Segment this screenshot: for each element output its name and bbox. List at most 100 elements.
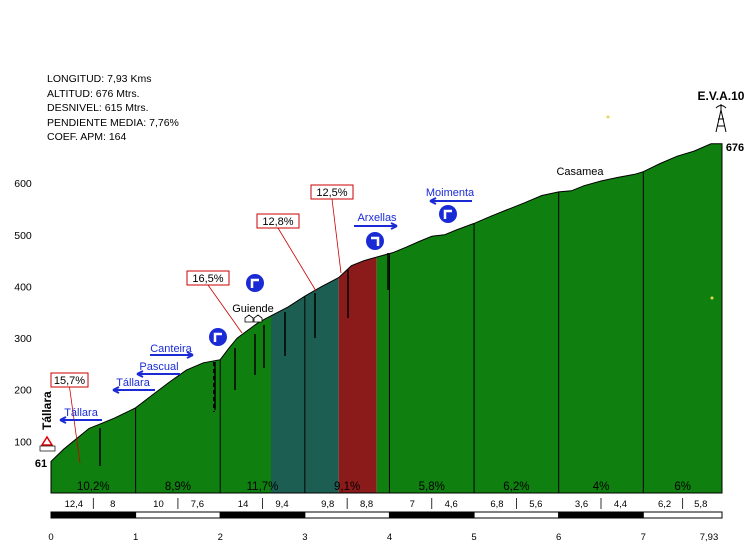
climb-stats: LONGITUD: 7,93 Kms ALTITUD: 676 Mtrs. DE… <box>47 72 179 145</box>
elevation-gain-stat: DESNIVEL: 615 Mtrs. <box>47 102 149 114</box>
km-max-gradient: 9,8 <box>321 499 334 510</box>
scale-segment <box>304 511 390 519</box>
scale-segment <box>558 511 644 519</box>
scale-segment <box>135 511 221 519</box>
turn-sign-arrow <box>443 209 452 219</box>
x-tick-label: 0 <box>48 532 53 543</box>
place-label: Guiende <box>232 303 274 315</box>
x-tick-label: 2 <box>218 532 223 543</box>
y-tick-label: 500 <box>14 230 32 242</box>
km-max-gradient: 7 <box>410 499 415 510</box>
route-direction-arrow <box>112 386 155 394</box>
km-min-gradient: 7,6 <box>191 499 204 510</box>
profile-area <box>51 143 722 493</box>
turn-sign-icon <box>366 232 384 250</box>
km-average-gradient: 4% <box>593 481 610 493</box>
route-direction-label: Canteira <box>150 343 192 355</box>
decor-dot <box>606 115 610 119</box>
route-direction-arrow <box>59 416 102 424</box>
gradient-peak-label: 16,5% <box>192 273 223 285</box>
km-average-gradient: 8,9% <box>165 481 191 493</box>
y-tick-label: 100 <box>14 436 32 448</box>
warning-icon <box>40 435 54 446</box>
route-direction-arrow <box>354 222 398 230</box>
antenna-signal <box>715 105 727 109</box>
route-direction-label: Pascual <box>139 361 178 373</box>
km-min-gradient: 8,8 <box>360 499 373 510</box>
scale-segment <box>219 511 306 519</box>
x-tick-label: 5 <box>471 532 476 543</box>
route-direction-label: Arxellas <box>357 212 397 224</box>
summit-name-label: E.V.A.10 <box>698 89 745 103</box>
turn-sign-icon <box>209 328 227 346</box>
km-min-gradient: 5,8 <box>694 499 707 510</box>
y-tick-label: 400 <box>14 281 32 293</box>
apm-coefficient-stat: COEF. APM: 164 <box>47 131 127 143</box>
start-town-label: Tállara <box>40 391 54 430</box>
start-elevation-label: 61 <box>35 458 47 470</box>
gradient-peak-label: 12,8% <box>262 216 293 228</box>
gradient-peak-leader <box>207 284 243 334</box>
km-average-gradient: 11,7% <box>247 481 279 493</box>
route-direction-arrow <box>429 197 472 205</box>
scale-segment <box>50 511 137 519</box>
antenna-icon <box>715 104 727 133</box>
km-max-gradient: 12,4 <box>65 499 84 510</box>
turn-sign-arrow <box>213 332 222 342</box>
km-min-gradient: 9,4 <box>275 499 288 510</box>
y-tick-label: 600 <box>14 178 32 190</box>
route-direction-arrow <box>150 351 194 359</box>
km-min-gradient: 8 <box>110 499 115 510</box>
km-max-gradient: 10 <box>153 499 164 510</box>
gradient-band <box>376 143 722 493</box>
km-min-gradient: 4,4 <box>614 499 627 510</box>
gradient-peak-label: 12,5% <box>316 187 347 199</box>
turn-sign-arrow <box>250 278 259 288</box>
km-max-gradient: 6,8 <box>490 499 503 510</box>
turn-sign-icon <box>246 274 264 292</box>
route-direction-label: Tállara <box>116 377 151 389</box>
gradient-peak-leader <box>277 227 317 292</box>
km-average-gradient: 5,8% <box>419 481 445 493</box>
gradient-peak-leader <box>331 198 342 274</box>
gradient-peak-box <box>310 184 354 200</box>
gradient-peak-leader <box>69 386 81 464</box>
y-tick-label: 300 <box>14 333 32 345</box>
scale-segment <box>642 511 723 519</box>
km-average-gradient: 6% <box>674 481 691 493</box>
km-max-gradient: 6,2 <box>658 499 671 510</box>
average-gradient-stat: PENDIENTE MEDIA: 7,76% <box>47 116 179 129</box>
x-tick-label: 6 <box>556 532 561 543</box>
end-elevation-label: 676 <box>726 142 744 154</box>
scale-segment <box>473 511 560 519</box>
y-tick-label: 200 <box>14 385 32 397</box>
length-stat: LONGITUD: 7,93 Kms <box>47 73 152 85</box>
antenna-tower <box>715 109 727 133</box>
place-label: Casamea <box>556 166 604 178</box>
x-tick-label: 7 <box>641 532 646 543</box>
gradient-peak-label: 15,7% <box>54 375 85 387</box>
km-max-gradient: 14 <box>238 499 249 510</box>
route-direction-label: Moimenta <box>426 187 475 199</box>
km-max-gradient: 3,6 <box>575 499 588 510</box>
route-direction-arrow <box>136 370 180 378</box>
village-icon <box>244 314 263 323</box>
turn-sign-arrow <box>371 236 380 246</box>
km-min-gradient: 5,6 <box>529 499 542 510</box>
x-tick-label: 1 <box>133 532 138 543</box>
km-average-gradient: 9,1% <box>334 481 360 493</box>
gradient-peak-box <box>186 270 230 286</box>
houses-icon <box>39 445 56 452</box>
gradient-peak-box <box>50 372 89 388</box>
km-min-gradient: 4,6 <box>445 499 458 510</box>
gradient-peak-box <box>256 213 300 229</box>
x-tick-label: 4 <box>387 532 392 543</box>
x-tick-label: 3 <box>302 532 307 543</box>
route-direction-label: Tállara <box>64 407 99 419</box>
scale-segment <box>388 511 475 519</box>
turn-sign-icon <box>439 205 457 223</box>
km-average-gradient: 6,2% <box>503 481 529 493</box>
decor-dot <box>710 296 714 300</box>
km-average-gradient: 10,2% <box>77 481 110 493</box>
